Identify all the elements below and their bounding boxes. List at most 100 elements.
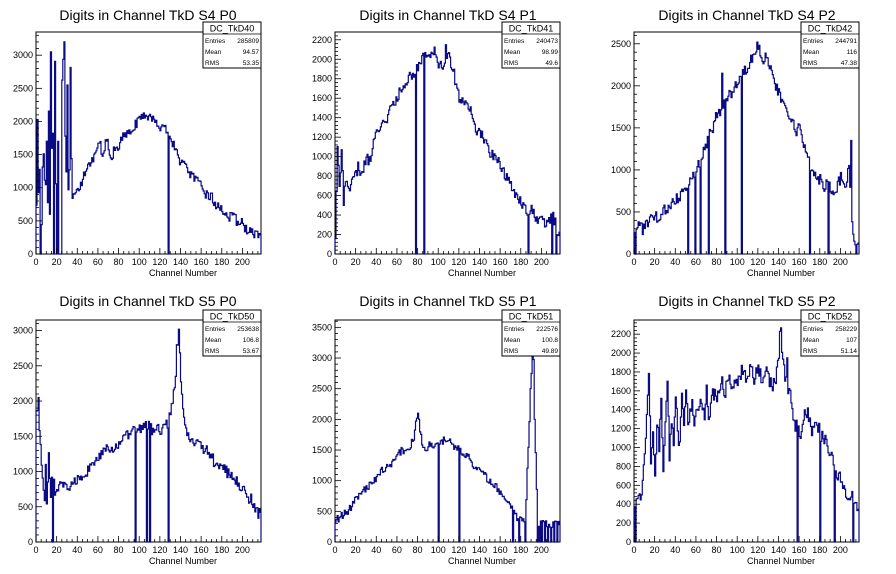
stats-mean-label: Mean (504, 337, 521, 344)
stats-entries-label: Entries (803, 326, 824, 333)
y-tick-label: 1000 (611, 165, 631, 175)
x-tick-label: 180 (812, 257, 827, 267)
y-tick-label: 3500 (312, 322, 332, 332)
x-tick-label: 60 (691, 257, 701, 267)
x-tick-label: 100 (132, 545, 147, 555)
histogram-panel-4: Digits in Channel TkD S5 P0 0 20 40 60 80 100 1… (13, 293, 262, 566)
panel-title: Digits in Channel TkD S4 P0 (59, 7, 236, 23)
x-tick-label: 200 (534, 545, 549, 555)
stats-box-frame (202, 309, 262, 357)
stats-mean-label: Mean (803, 49, 820, 56)
histogram-series-line (633, 327, 860, 543)
histogram-series-line (334, 44, 561, 255)
stats-entries-value: 240473 (536, 38, 558, 45)
x-tick-label: 20 (351, 545, 361, 555)
x-tick-label: 160 (493, 545, 508, 555)
x-tick-label: 80 (712, 257, 722, 267)
x-tick-label: 0 (33, 257, 38, 267)
y-tick-label: 1000 (13, 183, 33, 193)
stats-entries-label: Entries (205, 326, 226, 333)
plot-frame (334, 319, 561, 543)
x-tick-label: 80 (114, 545, 124, 555)
x-tick-label: 80 (114, 257, 124, 267)
x-tick-label: 60 (392, 257, 402, 267)
x-axis-label: Channel Number (747, 556, 815, 566)
y-tick-label: 500 (317, 506, 332, 516)
y-tick-label: 1600 (312, 93, 332, 103)
panel-title: Digits in Channel TkD S4 P2 (658, 7, 835, 23)
y-tick-label: 1400 (611, 405, 631, 415)
stats-rms-label: RMS (504, 348, 519, 355)
stats-box: DC_TkD52 Entries 258229 Mean 107 RMS 51.14 (800, 309, 860, 357)
stats-mean-label: Mean (205, 337, 222, 344)
stats-entries-label: Entries (504, 38, 525, 45)
x-tick-label: 40 (371, 257, 381, 267)
x-tick-label: 0 (631, 257, 636, 267)
stats-mean-label: Mean (803, 337, 820, 344)
y-tick-label: 1800 (611, 367, 631, 377)
stats-box: DC_TkD50 Entries 253638 Mean 106.8 RMS 53.67 (202, 309, 262, 357)
panel-title: Digits in Channel TkD S4 P1 (359, 7, 536, 23)
x-tick-label: 60 (392, 545, 402, 555)
stats-entries-label: Entries (205, 38, 226, 45)
x-tick-label: 120 (750, 545, 765, 555)
x-tick-label: 0 (332, 545, 337, 555)
stats-mean-value: 100.8 (542, 337, 559, 344)
x-axis-label: Channel Number (448, 556, 516, 566)
y-tick-label: 600 (616, 480, 631, 490)
stats-mean-value: 116 (847, 49, 858, 56)
plot-frame (334, 31, 561, 255)
x-tick-label: 0 (33, 545, 38, 555)
x-tick-label: 200 (833, 545, 848, 555)
x-tick-label: 40 (670, 545, 680, 555)
histogram-series-line (334, 354, 561, 543)
stats-box-frame (800, 309, 860, 357)
y-tick-label: 2000 (312, 54, 332, 64)
y-tick-label: 2000 (611, 81, 631, 91)
x-tick-label: 100 (431, 545, 446, 555)
stats-box: DC_TkD41 Entries 240473 Mean 98.99 RMS 49.6 (501, 21, 561, 69)
y-tick-label: 600 (317, 191, 332, 201)
x-tick-label: 100 (730, 257, 745, 267)
y-tick-label: 1400 (312, 113, 332, 123)
stats-rms-value: 51.14 (841, 348, 858, 355)
x-tick-label: 160 (194, 257, 209, 267)
panel-title: Digits in Channel TkD S5 P2 (658, 293, 835, 309)
x-tick-label: 80 (413, 545, 423, 555)
histogram-series-line (35, 328, 262, 543)
y-tick-label: 1500 (13, 431, 33, 441)
histogram-panel-1: Digits in Channel TkD S4 P0 0 20 40 60 80 100 1… (13, 7, 262, 278)
stats-rms-value: 53.35 (243, 60, 260, 67)
x-tick-label: 20 (351, 257, 361, 267)
x-axis-label: Channel Number (747, 268, 815, 278)
y-tick-label: 3000 (312, 353, 332, 363)
stats-entries-value: 258229 (835, 326, 857, 333)
stats-rms-label: RMS (803, 60, 818, 67)
y-tick-label: 2000 (611, 348, 631, 358)
y-tick-label: 0 (626, 249, 631, 259)
x-tick-label: 0 (332, 257, 337, 267)
histogram-panel-2: Digits in Channel TkD S4 P1 0 20 40 60 80 100 1… (312, 7, 561, 278)
x-tick-label: 180 (214, 257, 229, 267)
x-tick-label: 100 (730, 545, 745, 555)
stats-entries-label: Entries (504, 326, 525, 333)
y-tick-label: 2000 (13, 116, 33, 126)
y-tick-label: 2000 (312, 414, 332, 424)
stats-rms-value: 49.6 (545, 60, 558, 67)
y-tick-label: 2200 (312, 35, 332, 45)
x-tick-label: 200 (235, 545, 250, 555)
histogram-series-line (35, 41, 262, 255)
x-tick-label: 60 (691, 545, 701, 555)
x-tick-label: 160 (194, 545, 209, 555)
x-tick-label: 20 (52, 545, 62, 555)
x-tick-label: 100 (132, 257, 147, 267)
y-tick-label: 1200 (611, 424, 631, 434)
x-tick-label: 200 (235, 257, 250, 267)
y-tick-label: 800 (616, 461, 631, 471)
x-tick-label: 20 (52, 257, 62, 267)
y-tick-label: 500 (18, 502, 33, 512)
y-tick-label: 1800 (312, 74, 332, 84)
stats-rms-label: RMS (504, 60, 519, 67)
stats-entries-label: Entries (803, 38, 824, 45)
x-tick-label: 40 (670, 257, 680, 267)
